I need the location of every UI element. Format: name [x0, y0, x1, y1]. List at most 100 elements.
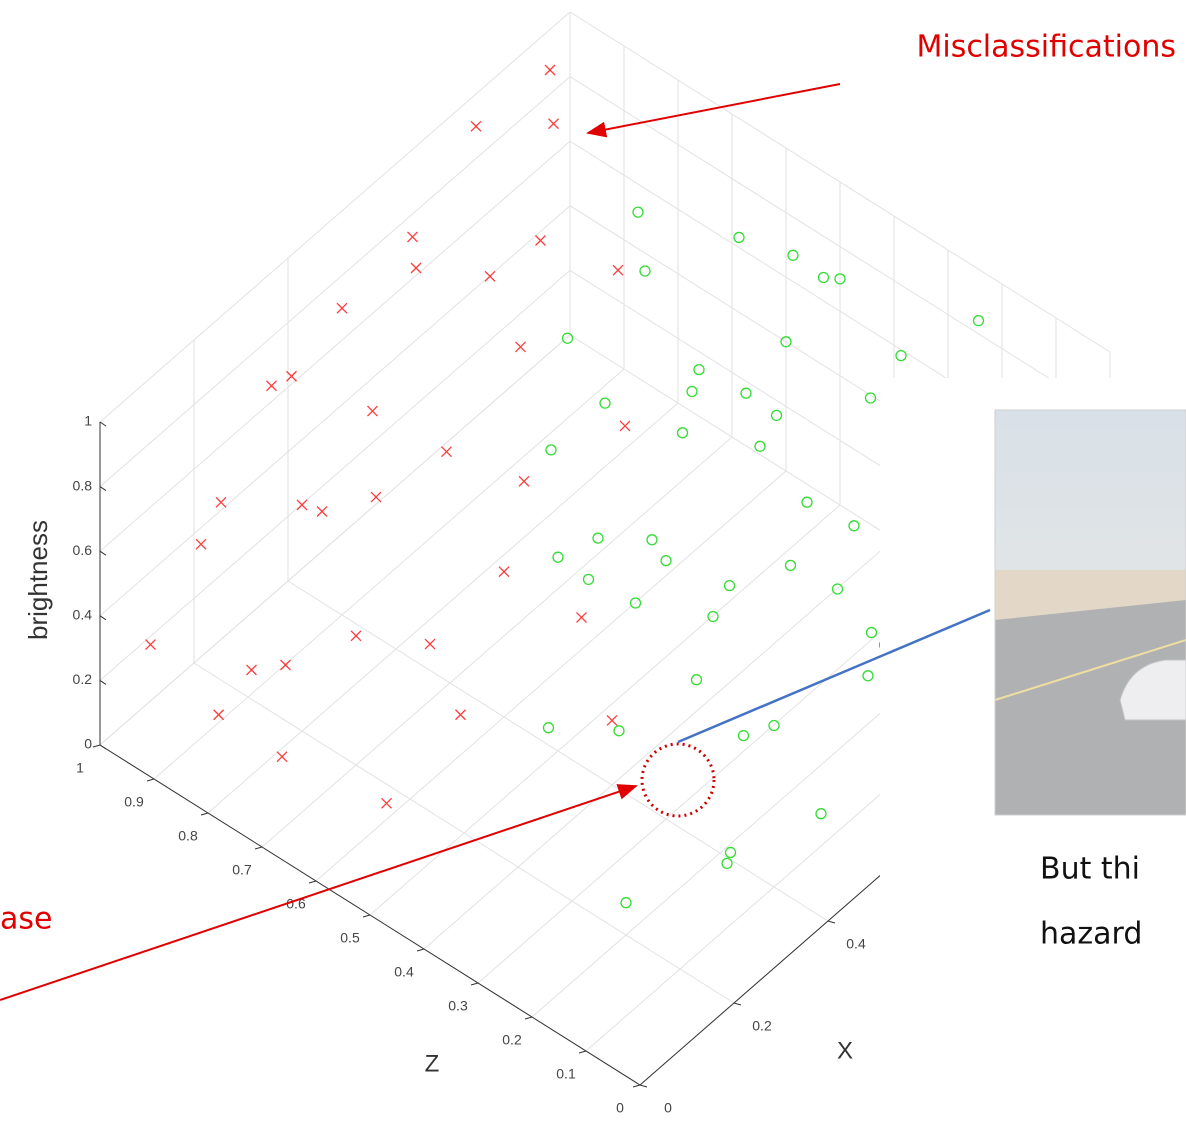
point	[368, 406, 378, 416]
point	[621, 898, 631, 908]
point	[536, 236, 546, 246]
point	[647, 535, 657, 545]
y-tick-label: 0.2	[73, 671, 93, 687]
x-tick-label: 0	[664, 1100, 672, 1116]
point	[788, 250, 798, 260]
z-tick-label: 0.9	[124, 794, 144, 810]
point	[849, 521, 859, 531]
point	[678, 428, 688, 438]
point	[553, 552, 563, 562]
grid-line	[100, 12, 570, 745]
point	[833, 584, 843, 594]
axis-label: X	[837, 1037, 853, 1064]
point	[146, 640, 156, 650]
point	[734, 232, 744, 242]
point	[563, 333, 573, 343]
point	[692, 675, 702, 685]
tick-mark	[363, 915, 370, 917]
point	[772, 410, 782, 420]
tick-mark	[471, 983, 478, 985]
axis-label: Z	[425, 1050, 440, 1077]
page: {"chart_data":{"type":"scatter3d", "x_la…	[0, 0, 1186, 1123]
annotation: Misclassifications	[916, 30, 1176, 65]
z-tick-label: 0	[616, 1100, 624, 1116]
tick-mark	[633, 1085, 640, 1087]
point	[247, 665, 257, 675]
point	[786, 560, 796, 570]
caption: hazard	[1040, 917, 1142, 952]
y-tick-label: 0.8	[73, 477, 93, 493]
point	[317, 507, 327, 517]
tick-mark	[100, 680, 106, 684]
z-tick-label: 0.2	[502, 1032, 522, 1048]
caption: But thi	[1040, 852, 1140, 887]
y-tick-label: 0.6	[73, 542, 93, 558]
point	[196, 539, 206, 549]
grid-line	[194, 340, 734, 1003]
point	[863, 671, 873, 681]
y-tick-label: 1	[84, 413, 92, 429]
point	[456, 710, 466, 720]
z-tick-label: 1	[76, 760, 84, 776]
point	[281, 660, 291, 670]
point	[577, 612, 587, 622]
point	[600, 398, 610, 408]
grid-line	[316, 148, 786, 881]
point	[755, 441, 765, 451]
point	[408, 232, 418, 242]
arrow	[0, 786, 636, 1000]
tick-mark	[100, 616, 106, 620]
x-tick-label: 0.2	[752, 1018, 772, 1034]
z-tick-label: 0.1	[556, 1066, 576, 1082]
grid-line	[100, 422, 640, 1085]
point	[277, 752, 287, 762]
point	[442, 447, 452, 457]
point	[519, 476, 529, 486]
point	[631, 598, 641, 608]
point	[739, 731, 749, 741]
z-tick-label: 0.4	[394, 964, 414, 980]
point	[633, 207, 643, 217]
z-tick-label: 0.8	[178, 828, 198, 844]
point	[614, 726, 624, 736]
point	[769, 721, 779, 731]
point	[726, 847, 736, 857]
x-tick-label: 0.4	[846, 936, 866, 952]
point	[337, 303, 347, 313]
grid-line	[100, 12, 1110, 422]
tick-mark	[201, 813, 208, 815]
point	[816, 809, 826, 819]
point	[214, 710, 224, 720]
point	[471, 121, 481, 131]
y-tick-label: 0.4	[73, 607, 93, 623]
highlight-circle	[642, 744, 714, 816]
tick-mark	[255, 847, 262, 849]
point	[640, 266, 650, 276]
point	[819, 273, 829, 283]
tick-mark	[309, 881, 316, 883]
point	[544, 723, 554, 733]
point	[425, 639, 435, 649]
photo	[995, 410, 1186, 815]
point	[741, 388, 751, 398]
point	[661, 556, 671, 566]
point	[687, 387, 697, 397]
point	[485, 271, 495, 281]
arrow	[588, 84, 840, 133]
point	[708, 612, 718, 622]
point	[499, 567, 509, 577]
tick-mark	[579, 1051, 586, 1053]
point	[584, 574, 594, 584]
y-tick-label: 0	[84, 736, 92, 752]
point	[549, 119, 559, 129]
tick-mark	[640, 1085, 647, 1087]
tick-mark	[100, 745, 106, 749]
point	[620, 421, 630, 431]
grid-line	[288, 258, 828, 921]
z-tick-label: 0.7	[232, 862, 252, 878]
point	[546, 445, 556, 455]
grid-line	[208, 80, 678, 813]
tick-mark	[100, 551, 106, 555]
point	[694, 365, 704, 375]
grid-line	[262, 114, 732, 847]
